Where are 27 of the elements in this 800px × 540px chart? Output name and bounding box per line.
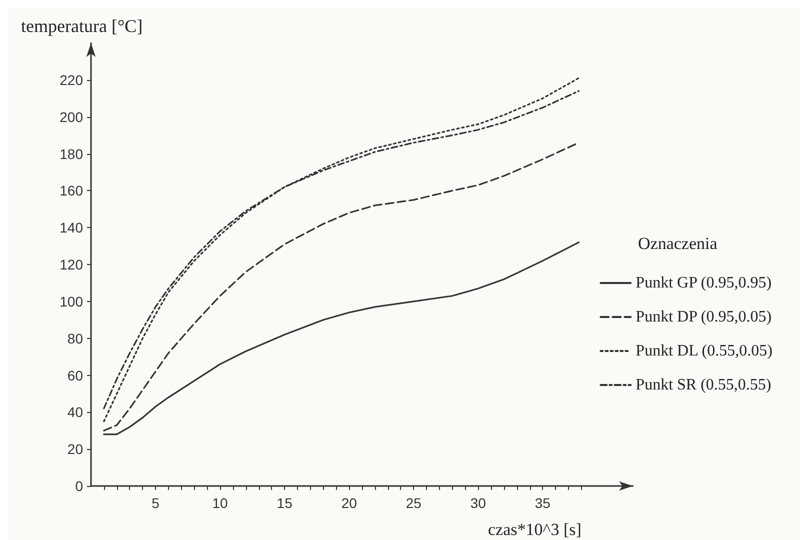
y-tick-label: 220 <box>60 72 84 88</box>
y-tick-label: 100 <box>60 293 84 310</box>
legend-label: Punkt DL (0.55,0.05) <box>636 342 772 360</box>
y-tick-label: 200 <box>60 108 84 125</box>
x-tick-label: 5 <box>152 495 160 511</box>
line-series <box>103 242 580 436</box>
x-tick-label: 15 <box>276 495 293 511</box>
y-tick-label: 20 <box>67 441 84 458</box>
legend-title: Oznaczenia <box>638 234 718 253</box>
x-tick-label: 35 <box>534 495 551 511</box>
y-tick-label: 60 <box>67 367 84 384</box>
y-tick-label: 40 <box>67 404 84 420</box>
y-tick-label: 80 <box>67 330 84 346</box>
y-tick-label: 180 <box>60 146 84 162</box>
x-tick-label: 25 <box>406 495 422 511</box>
x-tick-label: 20 <box>341 495 358 511</box>
x-tick-label: 10 <box>212 495 228 511</box>
y-tick-label: 120 <box>60 256 84 272</box>
legend-label: Punkt SR (0.55,0.55) <box>636 376 772 394</box>
x-tick-label: 30 <box>470 495 486 511</box>
y-tick-label: 0 <box>75 478 84 494</box>
x-axis-title: czas*10^3 [s] <box>488 520 582 539</box>
legend-label: Punkt GP (0.95,0.95) <box>636 274 772 292</box>
legend-label: Punkt DP (0.95,0.05) <box>636 308 772 326</box>
y-axis-title: temperatura [°C] <box>21 16 143 36</box>
y-tick-label: 160 <box>60 182 84 199</box>
y-tick-label: 140 <box>60 220 84 236</box>
